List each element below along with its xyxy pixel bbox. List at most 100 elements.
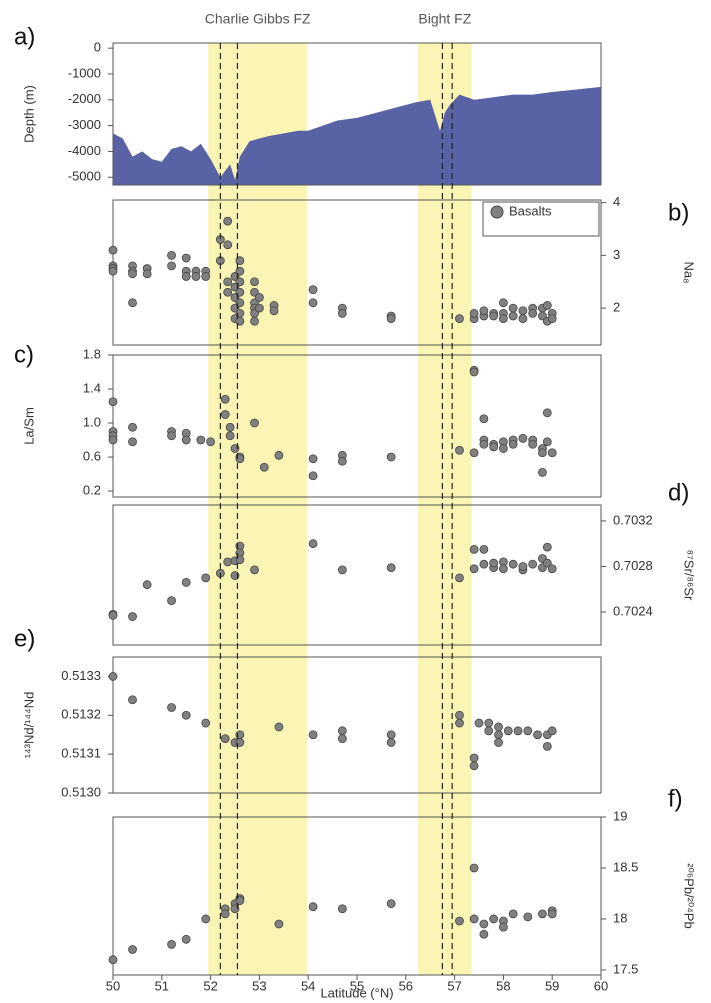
data-point [220, 909, 230, 919]
data-point [479, 929, 489, 939]
data-point [538, 448, 547, 458]
data-point [469, 308, 479, 318]
y-axis-label: La/Sm [21, 407, 36, 445]
y-tick-label: 0 [94, 40, 101, 55]
data-point [108, 397, 118, 407]
plot-frame [112, 42, 602, 186]
y-tick-label: -3000 [68, 117, 101, 132]
data-point [274, 450, 284, 460]
data-point [181, 272, 191, 281]
x-tick-label: 59 [545, 978, 559, 993]
data-point [479, 414, 489, 424]
data-point [455, 710, 464, 720]
data-point [181, 710, 191, 720]
data-point [479, 919, 489, 929]
data-point [181, 577, 191, 587]
data-point [489, 914, 499, 924]
data-point [518, 306, 528, 316]
y-tick-label: 0.7032 [613, 512, 653, 527]
y-tick-label: 1.4 [83, 380, 101, 395]
y-tick-label: -4000 [68, 143, 101, 158]
y-tick-label: 19 [613, 808, 627, 823]
data-point [337, 565, 347, 575]
data-point [274, 919, 284, 929]
data-point [201, 914, 211, 924]
data-point [547, 726, 557, 736]
plot-frame [112, 816, 602, 976]
data-point [469, 863, 479, 873]
fracture-zone-band [418, 43, 472, 975]
data-point [128, 612, 137, 621]
data-point [455, 718, 464, 728]
x-axis-label: Latitude (°N) [320, 985, 393, 1000]
panel-label: d) [668, 479, 689, 506]
data-point [498, 314, 508, 324]
data-point [455, 445, 464, 455]
y-axis-label: ¹⁴³Nd/¹⁴⁴Nd [21, 692, 36, 759]
data-point [225, 422, 235, 432]
data-point [542, 408, 552, 418]
data-point [503, 726, 513, 736]
data-point [337, 726, 347, 736]
y-tick-label: 3 [613, 247, 620, 262]
x-tick-label: 51 [155, 978, 169, 993]
data-point [479, 544, 489, 554]
data-point [128, 269, 137, 279]
y-axis-label: ²⁰⁶Pb/²⁰⁴Pb [682, 863, 697, 928]
data-point [206, 437, 216, 447]
data-point [128, 437, 137, 447]
legend-box [482, 201, 600, 237]
y-tick-label: -5000 [68, 169, 101, 184]
data-point [498, 564, 508, 574]
data-point [386, 452, 396, 462]
data-point [494, 722, 503, 732]
data-point [494, 730, 503, 740]
data-point [498, 298, 508, 308]
data-point [498, 444, 508, 453]
panel-label: f) [668, 785, 683, 812]
data-point [142, 269, 152, 279]
y-tick-label: 18.5 [613, 859, 638, 874]
data-point [469, 914, 479, 924]
data-point [542, 437, 552, 447]
data-point [469, 544, 479, 554]
data-point [196, 435, 206, 445]
data-point [484, 726, 494, 736]
data-point [108, 611, 118, 620]
y-tick-label: -1000 [68, 65, 101, 80]
data-point [386, 899, 396, 909]
data-point [308, 471, 318, 481]
data-point [469, 564, 479, 574]
data-point [508, 559, 518, 569]
data-point [455, 314, 464, 324]
data-point [108, 266, 118, 276]
data-point [518, 562, 528, 571]
plot-frame [112, 504, 602, 646]
data-point [528, 559, 538, 569]
data-point [274, 722, 284, 732]
y-tick-label: 0.7024 [613, 603, 653, 618]
data-point [223, 287, 233, 297]
data-point [547, 314, 557, 324]
data-point [223, 240, 233, 250]
data-point [220, 410, 230, 419]
data-point [269, 306, 279, 316]
legend-label: Basalts [509, 203, 552, 218]
panel-label: e) [14, 625, 35, 652]
x-tick-label: 53 [252, 978, 266, 993]
y-tick-label: 0.6 [83, 448, 101, 463]
panel-label: a) [14, 23, 35, 50]
data-point [254, 293, 264, 302]
data-point [469, 448, 479, 458]
data-point [167, 596, 176, 606]
x-tick-label: 57 [447, 978, 461, 993]
data-point [518, 433, 528, 443]
data-point [523, 726, 533, 736]
data-point [528, 308, 538, 318]
data-point [513, 726, 523, 736]
data-point [167, 431, 176, 441]
data-point [386, 563, 396, 573]
data-point [469, 753, 479, 763]
y-tick-label: 2 [613, 300, 620, 315]
data-point [489, 442, 499, 452]
